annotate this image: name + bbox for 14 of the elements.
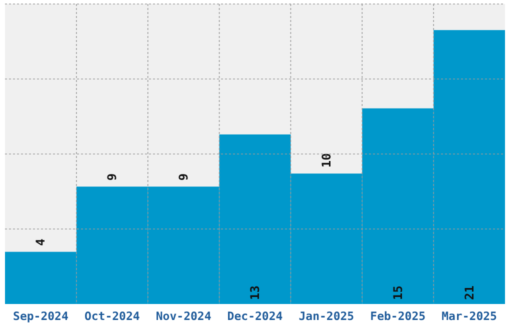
x-tick-label: Feb-2025 (370, 309, 426, 323)
x-tick-label: Mar-2025 (442, 309, 498, 323)
data-label: 9 (105, 173, 120, 181)
x-tick-label: Jan-2025 (298, 309, 354, 323)
x-tick-label: Dec-2024 (227, 309, 283, 323)
data-label: 15 (390, 286, 405, 300)
data-label: 21 (462, 286, 476, 300)
data-label: 10 (319, 153, 334, 168)
data-label: 13 (248, 286, 262, 300)
x-tick-label: Sep-2024 (13, 309, 68, 323)
data-label: 4 (34, 238, 48, 246)
x-tick-label: Nov-2024 (156, 309, 212, 323)
x-tick-label: Oct-2024 (84, 309, 140, 323)
data-label: 9 (176, 173, 191, 181)
